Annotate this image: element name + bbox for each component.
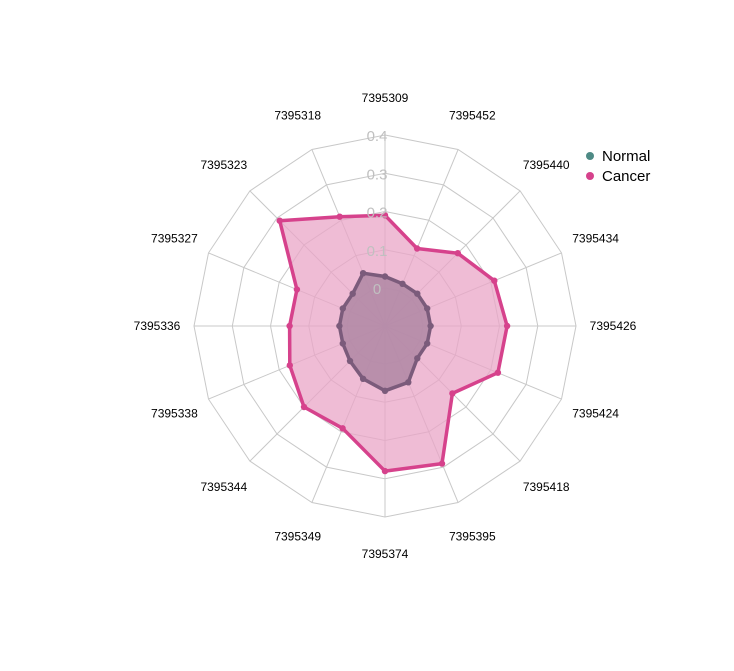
data-point-normal <box>414 290 421 297</box>
data-point-normal <box>381 273 389 280</box>
category-label: 7395452 <box>449 108 496 122</box>
category-label: 7395424 <box>572 406 619 420</box>
data-point-normal <box>359 270 367 277</box>
data-point-normal <box>424 340 431 347</box>
category-label: 7395309 <box>362 91 409 105</box>
data-point-cancer <box>454 250 461 257</box>
data-point-cancer <box>438 460 446 467</box>
legend-swatch-normal <box>586 152 594 160</box>
data-point-cancer <box>491 277 498 284</box>
legend-swatch-cancer <box>586 172 594 180</box>
category-label: 7395336 <box>134 319 181 333</box>
category-label: 7395434 <box>572 232 619 246</box>
radial-tick-labels: 0 0.1 0.2 0.3 0.4 <box>367 128 388 298</box>
category-label: 7395349 <box>274 530 321 544</box>
data-point-normal <box>336 322 343 330</box>
category-label: 7395440 <box>523 158 570 172</box>
category-label: 7395338 <box>151 406 198 420</box>
data-point-normal <box>359 375 367 382</box>
data-point-cancer <box>276 217 283 224</box>
legend-item-cancer: Cancer <box>586 166 650 186</box>
radial-tick-label: 0.4 <box>367 128 388 145</box>
data-point-normal <box>346 357 354 365</box>
data-point-normal <box>339 305 346 312</box>
data-point-normal <box>339 340 346 347</box>
radial-tick-label: 0.2 <box>367 205 388 222</box>
radial-tick-label: 0.1 <box>367 243 388 260</box>
category-label: 7395318 <box>274 108 321 122</box>
data-point-cancer <box>300 403 308 411</box>
data-point-normal <box>399 280 406 287</box>
data-point-cancer <box>293 286 301 293</box>
data-point-normal <box>427 322 434 330</box>
data-point-normal <box>424 305 431 312</box>
category-label: 7395327 <box>151 232 198 246</box>
legend-label-normal: Normal <box>602 147 651 165</box>
data-point-cancer <box>286 322 293 330</box>
data-point-cancer <box>494 369 502 376</box>
data-point-cancer <box>413 245 421 252</box>
data-point-cancer <box>339 425 346 432</box>
category-label: 7395374 <box>362 547 409 561</box>
radial-tick-label: 0.3 <box>367 166 388 183</box>
data-point-cancer <box>503 322 511 330</box>
data-point-normal <box>349 290 356 297</box>
category-label: 7395418 <box>523 480 570 494</box>
data-point-cancer <box>381 467 389 475</box>
data-point-cancer <box>336 213 343 220</box>
data-point-normal <box>405 379 412 386</box>
radar-series <box>276 212 511 475</box>
series-area-normal <box>339 273 431 391</box>
category-label: 7395395 <box>449 530 496 544</box>
legend: Normal Cancer <box>586 146 650 186</box>
legend-label-cancer: Cancer <box>602 167 651 185</box>
data-point-cancer <box>381 212 389 219</box>
data-point-normal <box>381 387 389 394</box>
data-point-cancer <box>286 362 293 369</box>
category-label: 7395426 <box>590 319 637 333</box>
legend-item-normal: Normal <box>586 146 650 166</box>
category-label: 7395323 <box>200 158 247 172</box>
category-labels: 7395309 7395452 7395440 7395434 7395426 73954… <box>134 91 637 561</box>
category-label: 7395344 <box>200 480 247 494</box>
data-point-cancer <box>449 390 456 397</box>
radial-tick-label: 0 <box>373 281 381 298</box>
data-point-normal <box>414 355 421 362</box>
